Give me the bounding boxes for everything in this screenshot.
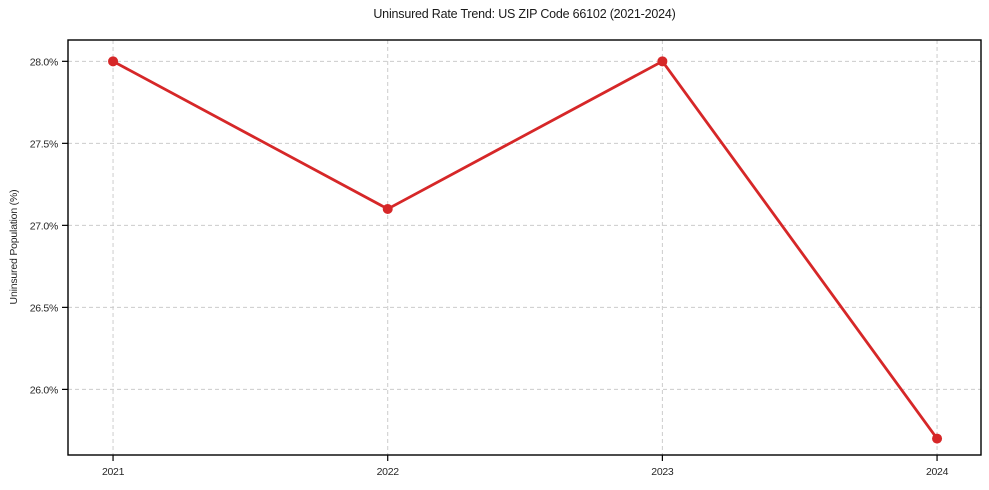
data-point-2024 [932, 433, 943, 444]
axes-spines [67, 39, 982, 456]
x-tick-label: 2021 [102, 466, 125, 478]
y-tick-label: 27.5% [30, 138, 58, 150]
x-tick-label: 2024 [926, 466, 949, 478]
trend-line [111, 59, 939, 440]
y-tick-label: 27.0% [30, 220, 58, 232]
y-tick-label: 26.5% [30, 302, 58, 314]
x-tick-label: 2023 [651, 466, 674, 478]
y-tick-label: 26.0% [30, 384, 58, 396]
data-point-2023 [657, 56, 668, 67]
x-tick-label: 2022 [377, 466, 400, 478]
y-tick-label: 28.0% [30, 56, 58, 68]
chart-title: Uninsured Rate Trend: US ZIP Code 66102 … [373, 7, 676, 21]
data-point-2022 [382, 203, 393, 214]
data-point-2021 [108, 56, 119, 67]
